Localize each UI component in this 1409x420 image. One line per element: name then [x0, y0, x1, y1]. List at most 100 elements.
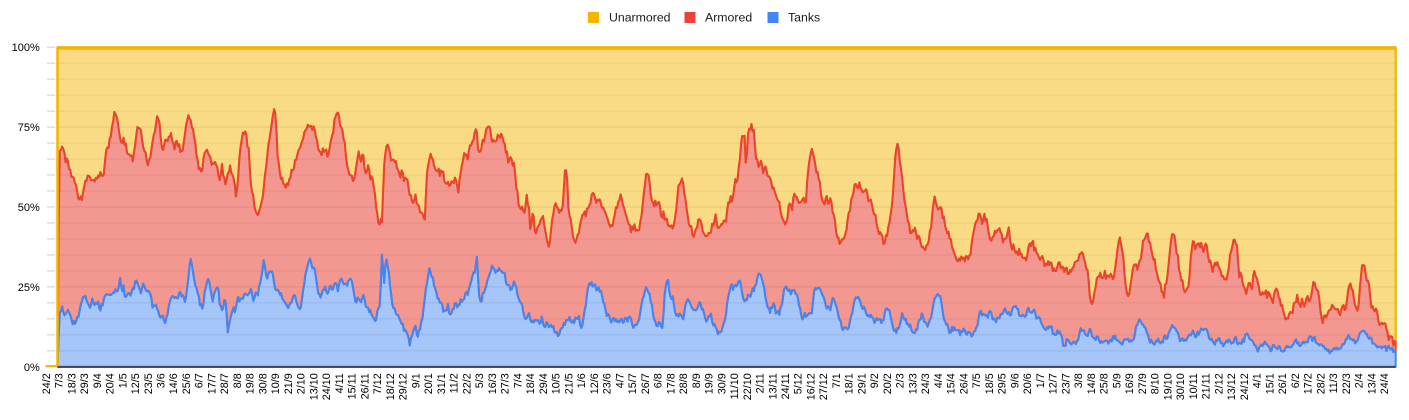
svg-text:Unarmored: Unarmored — [609, 11, 671, 25]
svg-text:24/11: 24/11 — [780, 373, 792, 399]
svg-text:16/9: 16/9 — [1124, 373, 1136, 394]
svg-text:12/7: 12/7 — [1048, 373, 1060, 394]
svg-text:2/11: 2/11 — [755, 373, 767, 393]
svg-text:9/1: 9/1 — [410, 373, 422, 388]
svg-text:10/9: 10/9 — [270, 373, 282, 394]
svg-text:26/11: 26/11 — [359, 373, 371, 399]
svg-text:30/10: 30/10 — [1175, 373, 1187, 400]
svg-text:0%: 0% — [24, 362, 40, 374]
svg-text:23/5: 23/5 — [143, 373, 155, 394]
svg-text:2/10: 2/10 — [296, 373, 308, 394]
svg-text:13/12: 13/12 — [1226, 373, 1238, 400]
svg-text:27/9: 27/9 — [1137, 373, 1149, 394]
svg-text:27/12: 27/12 — [818, 373, 830, 400]
svg-text:16/3: 16/3 — [487, 373, 499, 394]
svg-text:25%: 25% — [18, 282, 40, 294]
svg-text:15/7: 15/7 — [627, 373, 639, 394]
svg-text:19/8: 19/8 — [245, 373, 257, 394]
svg-text:11/3: 11/3 — [1328, 373, 1340, 393]
svg-text:29/12: 29/12 — [398, 373, 410, 400]
svg-text:15/4: 15/4 — [946, 373, 958, 394]
svg-text:24/12: 24/12 — [1239, 373, 1251, 400]
svg-text:14/6: 14/6 — [168, 373, 180, 394]
svg-text:27/3: 27/3 — [500, 373, 512, 394]
svg-text:20/4: 20/4 — [105, 373, 117, 394]
svg-text:23/7: 23/7 — [1060, 373, 1072, 394]
svg-text:4/11: 4/11 — [334, 373, 346, 393]
svg-text:17/8: 17/8 — [665, 373, 677, 394]
svg-text:19/9: 19/9 — [704, 373, 716, 394]
svg-text:4/4: 4/4 — [933, 373, 945, 388]
svg-text:24/10: 24/10 — [321, 373, 333, 400]
svg-text:24/4: 24/4 — [1379, 373, 1391, 394]
svg-text:7/1: 7/1 — [831, 373, 843, 388]
svg-text:24/3: 24/3 — [920, 373, 932, 394]
svg-text:29/1: 29/1 — [857, 373, 869, 394]
svg-text:26/4: 26/4 — [958, 373, 970, 394]
svg-text:13/11: 13/11 — [767, 373, 779, 399]
svg-text:14/8: 14/8 — [1086, 373, 1098, 394]
svg-text:2/12: 2/12 — [1213, 373, 1225, 394]
svg-text:13/4: 13/4 — [1366, 373, 1378, 394]
svg-text:22/3: 22/3 — [1341, 373, 1353, 394]
svg-text:18/3: 18/3 — [66, 373, 78, 394]
svg-text:3/8: 3/8 — [1073, 373, 1085, 388]
svg-text:20/2: 20/2 — [882, 373, 894, 394]
svg-text:17/2: 17/2 — [1303, 373, 1315, 394]
svg-text:18/5: 18/5 — [984, 373, 996, 394]
svg-text:18/4: 18/4 — [525, 373, 537, 394]
svg-text:18/12: 18/12 — [385, 373, 397, 400]
svg-text:8/10: 8/10 — [1150, 373, 1162, 394]
svg-text:2/3: 2/3 — [895, 373, 907, 388]
svg-text:11/2: 11/2 — [449, 373, 461, 393]
svg-text:24/2: 24/2 — [41, 373, 53, 394]
svg-text:20/6: 20/6 — [1022, 373, 1034, 394]
svg-text:5/3: 5/3 — [474, 373, 486, 388]
svg-text:8/8: 8/8 — [232, 373, 244, 388]
svg-text:15/1: 15/1 — [1264, 373, 1276, 394]
svg-text:17/7: 17/7 — [207, 373, 219, 394]
svg-text:20/1: 20/1 — [423, 373, 435, 394]
svg-text:15/11: 15/11 — [347, 373, 359, 399]
svg-text:28/7: 28/7 — [219, 373, 231, 394]
svg-text:10/11: 10/11 — [1188, 373, 1200, 399]
svg-text:28/8: 28/8 — [678, 373, 690, 394]
svg-text:5/9: 5/9 — [1111, 373, 1123, 388]
svg-text:Armored: Armored — [705, 11, 752, 25]
svg-text:1/7: 1/7 — [1035, 373, 1047, 388]
svg-text:30/8: 30/8 — [258, 373, 270, 394]
svg-text:29/4: 29/4 — [538, 373, 550, 394]
svg-text:31/1: 31/1 — [436, 373, 448, 394]
svg-text:21/5: 21/5 — [563, 373, 575, 394]
svg-text:75%: 75% — [18, 122, 40, 134]
svg-text:25/6: 25/6 — [181, 373, 193, 394]
svg-text:18/1: 18/1 — [844, 373, 856, 394]
svg-text:9/2: 9/2 — [869, 373, 881, 388]
svg-text:2/4: 2/4 — [1354, 373, 1366, 388]
svg-text:11/10: 11/10 — [729, 373, 741, 399]
svg-text:23/6: 23/6 — [602, 373, 614, 394]
svg-text:22/10: 22/10 — [742, 373, 754, 400]
svg-text:4/1: 4/1 — [1252, 373, 1264, 388]
svg-text:13/3: 13/3 — [907, 373, 919, 394]
svg-text:7/3: 7/3 — [54, 373, 66, 388]
svg-text:7/5: 7/5 — [971, 373, 983, 388]
svg-text:22/2: 22/2 — [461, 373, 473, 394]
svg-text:8/9: 8/9 — [691, 373, 703, 388]
svg-text:21/9: 21/9 — [283, 373, 295, 394]
svg-text:19/10: 19/10 — [1162, 373, 1174, 400]
svg-text:28/2: 28/2 — [1315, 373, 1327, 394]
svg-text:30/9: 30/9 — [716, 373, 728, 394]
svg-text:26/1: 26/1 — [1277, 373, 1289, 394]
svg-text:10/5: 10/5 — [551, 373, 563, 394]
svg-text:50%: 50% — [18, 202, 40, 214]
svg-text:7/12: 7/12 — [372, 373, 384, 394]
svg-text:1/5: 1/5 — [117, 373, 129, 388]
svg-text:6/2: 6/2 — [1290, 373, 1302, 388]
svg-text:5/12: 5/12 — [793, 373, 805, 394]
svg-text:21/11: 21/11 — [1201, 373, 1213, 399]
svg-text:12/6: 12/6 — [589, 373, 601, 394]
svg-text:13/10: 13/10 — [308, 373, 320, 400]
svg-text:12/5: 12/5 — [130, 373, 142, 394]
svg-text:9/6: 9/6 — [1009, 373, 1021, 388]
